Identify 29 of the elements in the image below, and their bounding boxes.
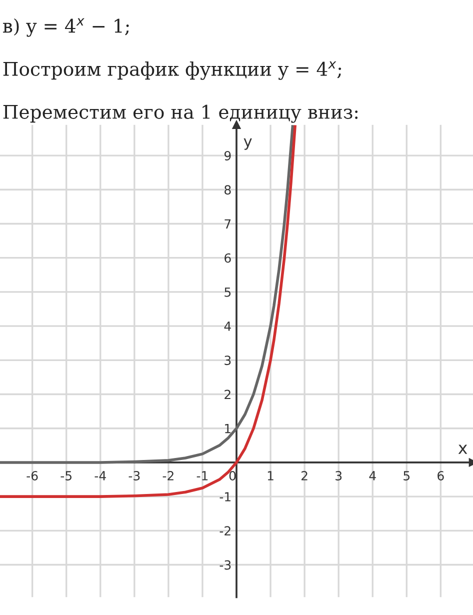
y-tick-label: 8 xyxy=(224,185,231,195)
text: Переместим его на 1 единицу вниз: xyxy=(3,104,358,123)
x-tick-label: -4 xyxy=(94,471,106,480)
x-tick-label: 2 xyxy=(301,471,308,480)
y-tick-label: 6 xyxy=(224,253,231,263)
y-axis-title: y xyxy=(244,138,252,150)
x-tick-label: 6 xyxy=(438,471,444,480)
x-axis-title: x xyxy=(458,444,468,454)
x-tick-label: 1 xyxy=(268,471,274,480)
x-tick-label: -1 xyxy=(196,471,208,480)
y-tick-label: 3 xyxy=(224,356,231,366)
y-tick-label: 4 xyxy=(224,322,231,331)
y-tick-label: 2 xyxy=(224,390,230,400)
y-tick-label: 7 xyxy=(224,219,231,228)
y-tick-label: 9 xyxy=(224,151,231,160)
y-tick-label: -3 xyxy=(220,560,231,570)
x-tick-label: -6 xyxy=(26,471,38,480)
y-tick-label: 5 xyxy=(224,288,231,297)
x-tick-label: -3 xyxy=(128,471,140,480)
y-tick-label: -2 xyxy=(220,526,230,536)
x-tick-label: 5 xyxy=(404,471,410,480)
y-tick-label: 1 xyxy=(225,424,230,434)
x-tick-label: 3 xyxy=(336,471,342,480)
x-tick-label: 4 xyxy=(369,471,376,480)
y-tick-label: -1 xyxy=(220,492,230,502)
x-tick-label: -2 xyxy=(162,471,174,480)
text: в) y = 4$^{x}$ − 1; xyxy=(3,18,129,37)
x-tick-label: -5 xyxy=(60,471,72,480)
text: Построим график функции y = 4$^{x}$; xyxy=(3,61,342,80)
